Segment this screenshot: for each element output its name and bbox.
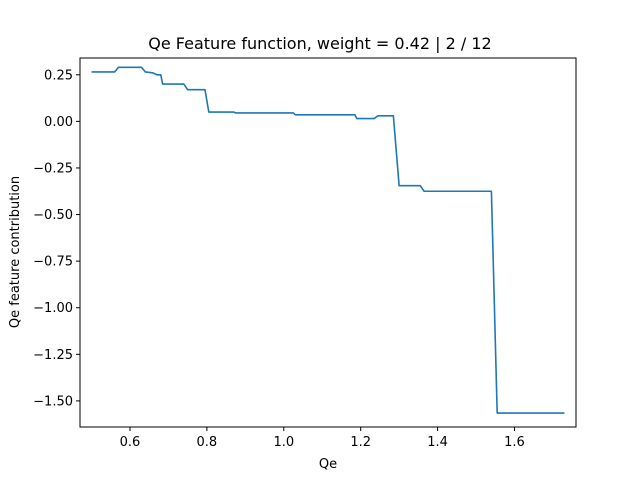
- series-layer: [91, 66, 565, 414]
- y-tick-label: −1.50: [33, 394, 73, 409]
- chart-title: Qe Feature function, weight = 0.42 | 2 /…: [148, 34, 491, 53]
- x-axis: 0.6 0.8 1.0 1.2 1.4 1.6: [120, 427, 525, 450]
- y-tick-label: −1.00: [33, 301, 73, 316]
- axes-frame: [79, 57, 577, 428]
- series-line: [91, 66, 565, 414]
- x-tick-label: 1.2: [350, 435, 371, 450]
- x-tick-label: 0.6: [120, 435, 141, 450]
- y-axis-label: Qe feature contribution: [8, 176, 23, 328]
- y-axis: 0.25 0.00 −0.25 −0.50 −0.75 −1.00 −1.25 −1.50: [33, 68, 80, 409]
- y-tick-label: 0.25: [44, 68, 73, 83]
- y-tick-label: −1.25: [33, 348, 73, 363]
- plot-area: [79, 57, 577, 428]
- x-tick-label: 1.6: [504, 435, 525, 450]
- y-tick-label: −0.50: [33, 208, 73, 223]
- x-tick-label: 0.8: [197, 435, 218, 450]
- x-tick-label: 1.0: [273, 435, 294, 450]
- y-tick-label: 0.00: [44, 115, 73, 130]
- x-tick-label: 1.4: [427, 435, 448, 450]
- x-axis-label: Qe: [319, 457, 337, 472]
- y-tick-label: −0.75: [33, 255, 73, 270]
- y-tick-label: −0.25: [33, 161, 73, 176]
